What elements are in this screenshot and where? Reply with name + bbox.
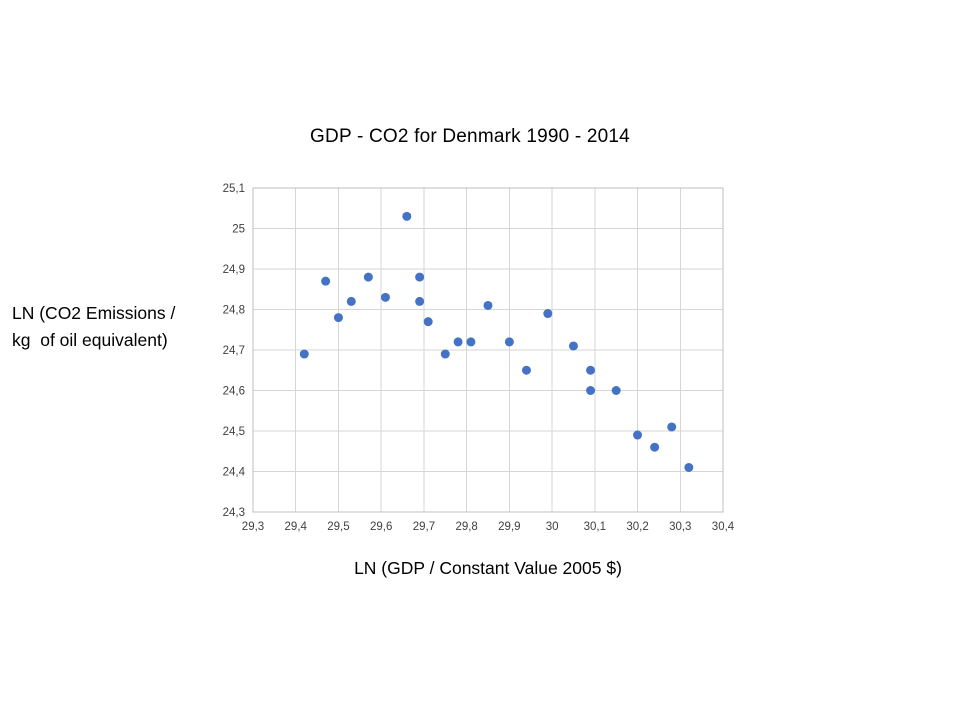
scatter-point bbox=[415, 296, 425, 306]
tick-labels: 29,3 29,4 29,5 29,6 29,7 29,8 29,9 30 30,1 30,2 30… bbox=[223, 183, 735, 533]
x-tick-label: 30,4 bbox=[712, 521, 735, 533]
y-tick-label: 24,7 bbox=[223, 345, 245, 357]
scatter-point bbox=[684, 462, 694, 472]
scatter-point bbox=[453, 337, 463, 347]
scatter-point bbox=[568, 341, 578, 351]
scatter-point bbox=[586, 386, 596, 395]
scatter-point bbox=[667, 422, 677, 432]
plot-border bbox=[252, 187, 724, 513]
y-tick-label: 24,8 bbox=[223, 305, 245, 317]
y-tick-label: 24,6 bbox=[223, 386, 245, 398]
scatter-point bbox=[504, 337, 514, 347]
y-tick-label: 24,4 bbox=[223, 467, 246, 479]
y-tick-label: 24,5 bbox=[223, 426, 245, 438]
x-tick-label: 29,3 bbox=[242, 521, 264, 533]
x-axis-label: LN (GDP / Constant Value 2005 $) bbox=[354, 558, 622, 578]
scatter-point bbox=[363, 272, 373, 282]
y-axis-label-line-2: kg of oil equivalent) bbox=[12, 330, 168, 351]
scatter-point bbox=[299, 349, 309, 359]
x-tick-label: 30,3 bbox=[669, 521, 691, 533]
scatter-point bbox=[650, 442, 660, 452]
scatter-point bbox=[466, 337, 476, 347]
y-axis-label: LN (CO2 Emissions / kg of oil equivalent… bbox=[12, 300, 237, 354]
data-points bbox=[299, 211, 694, 472]
x-tick-label: 30 bbox=[546, 521, 559, 533]
scatter-point bbox=[440, 349, 450, 359]
scatter-point bbox=[402, 211, 412, 221]
scatter-point bbox=[483, 300, 493, 310]
x-tick-label: 30,2 bbox=[626, 521, 648, 533]
scatter-point bbox=[586, 365, 596, 375]
scatter-point bbox=[346, 296, 356, 306]
x-tick-label: 29,6 bbox=[370, 521, 392, 533]
y-tick-label: 24,9 bbox=[223, 264, 245, 276]
scatter-point bbox=[543, 309, 553, 319]
y-tick-label: 24,3 bbox=[223, 507, 245, 519]
scatter-point bbox=[415, 272, 425, 282]
x-tick-label: 29,9 bbox=[498, 521, 520, 533]
scatter-point bbox=[423, 317, 433, 327]
chart-title: GDP - CO2 for Denmark 1990 - 2014 bbox=[310, 126, 630, 147]
scatter-point bbox=[321, 276, 331, 286]
scatter-point bbox=[521, 365, 531, 375]
x-tick-label: 29,7 bbox=[413, 521, 435, 533]
x-tick-label: 29,4 bbox=[285, 521, 308, 533]
scatter-point bbox=[633, 430, 643, 440]
x-tick-label: 29,5 bbox=[327, 521, 349, 533]
y-axis-label-line-1: LN (CO2 Emissions / bbox=[12, 303, 176, 323]
gridlines bbox=[252, 187, 724, 513]
y-tick-label: 25 bbox=[232, 224, 245, 236]
scatter-point bbox=[611, 386, 621, 395]
x-tick-label: 29,8 bbox=[455, 521, 477, 533]
scatter-point bbox=[380, 292, 390, 302]
x-tick-label: 30,1 bbox=[584, 521, 606, 533]
scatter-point bbox=[333, 313, 343, 323]
y-tick-label: 25,1 bbox=[223, 183, 245, 195]
